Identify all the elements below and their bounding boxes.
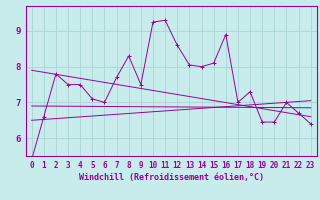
X-axis label: Windchill (Refroidissement éolien,°C): Windchill (Refroidissement éolien,°C) (79, 173, 264, 182)
